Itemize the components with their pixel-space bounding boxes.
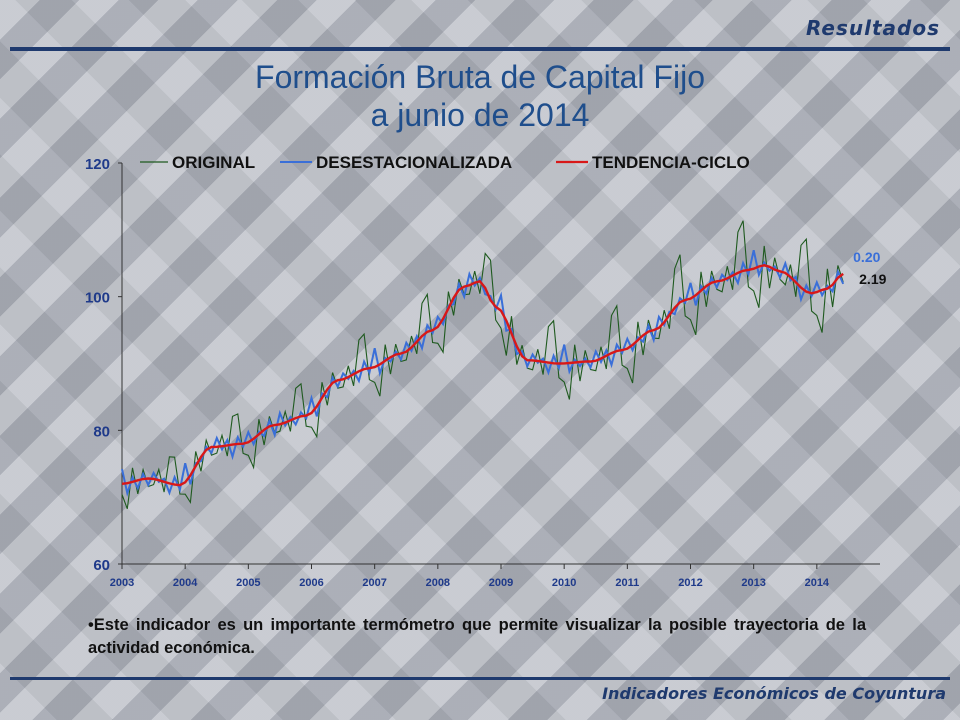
top-divider bbox=[10, 47, 950, 51]
y-tick-label: 80 bbox=[93, 423, 110, 440]
legend-label-tendencia: TENDENCIA-CICLO bbox=[592, 153, 750, 172]
x-tick-label: 2010 bbox=[552, 577, 576, 589]
x-tick-label: 2011 bbox=[615, 577, 639, 589]
bottom-divider bbox=[10, 677, 950, 680]
annotation-desestacionalizada-change: 0.20 bbox=[853, 249, 880, 265]
title-line-1: Formación Bruta de Capital Fijo bbox=[255, 59, 705, 95]
bullet-text: Este indicador es un importante termómet… bbox=[88, 616, 866, 657]
series-line-original bbox=[121, 220, 844, 509]
legend-label-desestacionalizada: DESESTACIONALIZADA bbox=[316, 153, 512, 172]
x-tick-label: 2008 bbox=[426, 577, 450, 589]
x-tick-label: 2007 bbox=[362, 577, 386, 589]
x-tick-label: 2013 bbox=[741, 577, 765, 589]
series-line-tendencia-ciclo bbox=[121, 264, 844, 487]
y-tick-label: 120 bbox=[85, 156, 110, 173]
y-tick-label: 100 bbox=[85, 290, 110, 307]
x-tick-label: 2004 bbox=[173, 577, 198, 589]
bullet-note: •Este indicador es un importante termóme… bbox=[88, 616, 866, 657]
x-tick-label: 2009 bbox=[489, 577, 513, 589]
x-tick-label: 2003 bbox=[110, 577, 134, 589]
x-tick-label: 2006 bbox=[299, 577, 323, 589]
series-line-desestacionalizada bbox=[121, 249, 845, 497]
slide-title: Formación Bruta de Capital Fijo a junio … bbox=[0, 58, 960, 134]
section-label: Resultados bbox=[806, 16, 940, 40]
chart-annotations: 0.20 2.19 bbox=[853, 249, 886, 287]
x-tick-label: 2005 bbox=[236, 577, 260, 589]
x-tick-label: 2014 bbox=[805, 577, 830, 589]
legend-label-original: ORIGINAL bbox=[172, 153, 255, 172]
chart-plot-area bbox=[121, 220, 845, 509]
y-tick-label: 60 bbox=[93, 557, 110, 574]
footer-label: Indicadores Económicos de Coyuntura bbox=[602, 684, 946, 703]
annotation-original-change: 2.19 bbox=[859, 271, 886, 287]
title-line-2: a junio de 2014 bbox=[370, 97, 590, 133]
chart-axes: 60 80 100 120 2003 2004 2005 2006 2007 2008 2009 20… bbox=[85, 156, 880, 589]
x-tick-label: 2012 bbox=[678, 577, 702, 589]
chart-legend: ORIGINAL DESESTACIONALIZADA TENDENCIA-CI… bbox=[140, 153, 750, 172]
